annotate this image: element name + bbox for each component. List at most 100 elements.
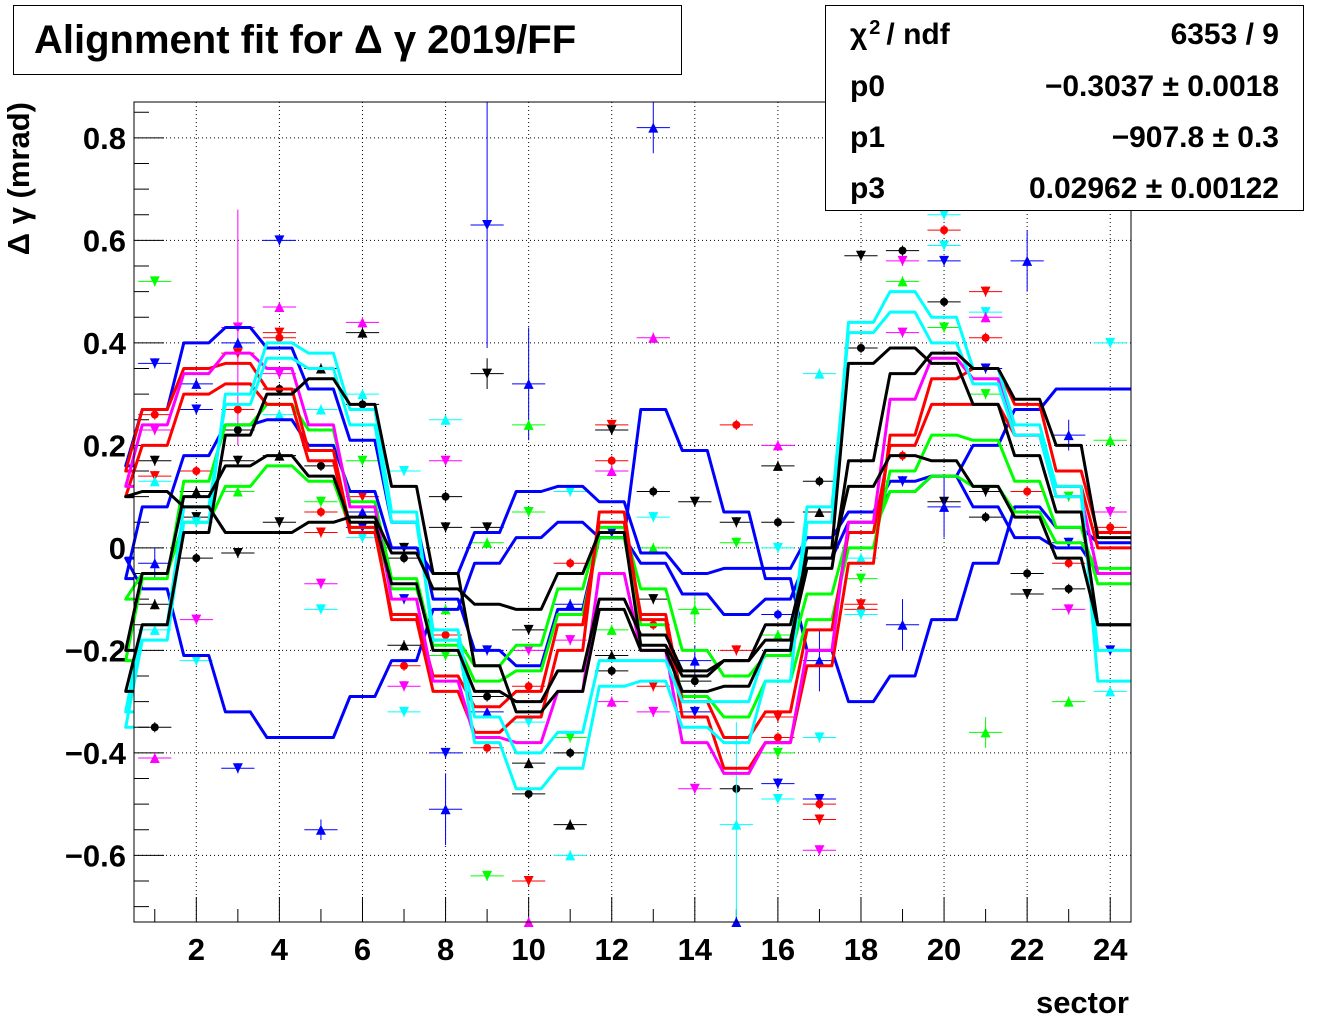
marker-triangle-up bbox=[814, 368, 825, 379]
data-point bbox=[927, 255, 961, 266]
data-point bbox=[345, 317, 380, 328]
data-point bbox=[802, 506, 837, 518]
data-point bbox=[470, 102, 504, 348]
marker-triangle-down bbox=[315, 496, 326, 507]
data-point bbox=[304, 404, 338, 415]
data-point bbox=[802, 845, 837, 856]
marker-circle bbox=[400, 661, 409, 670]
fit-curve bbox=[124, 346, 1131, 714]
marker-circle bbox=[233, 405, 242, 414]
data-point bbox=[968, 717, 1003, 748]
marker-triangle-down bbox=[772, 778, 783, 789]
x-tick-label: 16 bbox=[761, 932, 795, 967]
fit-curve bbox=[124, 361, 1131, 770]
marker-triangle-down bbox=[731, 645, 742, 656]
y-tick-labels: 0.8 0.6 0.4 0.2 0 −0.2 −0.4 −0.6 bbox=[65, 121, 127, 874]
marker-triangle-down bbox=[689, 783, 700, 794]
data-point bbox=[428, 491, 463, 502]
data-point bbox=[138, 276, 172, 287]
data-point bbox=[428, 414, 463, 425]
data-point bbox=[844, 342, 878, 354]
marker-triangle-down bbox=[440, 747, 451, 758]
marker-triangle-up bbox=[482, 706, 493, 717]
marker-triangle-down bbox=[855, 609, 866, 620]
marker-triangle-up bbox=[232, 486, 243, 497]
marker-triangle-down bbox=[1105, 507, 1116, 517]
data-point bbox=[1093, 435, 1127, 446]
fit-curve bbox=[124, 310, 1131, 755]
stats-key-p3: p3 bbox=[850, 172, 886, 205]
marker-triangle-up bbox=[731, 819, 742, 830]
data-point bbox=[802, 799, 837, 810]
data-point bbox=[512, 717, 546, 728]
data-point bbox=[179, 404, 213, 415]
marker-triangle-down bbox=[814, 814, 825, 825]
marker-triangle-up bbox=[315, 824, 326, 835]
marker-triangle-down bbox=[149, 455, 160, 466]
data-point bbox=[221, 424, 255, 436]
data-point bbox=[1052, 696, 1086, 707]
marker-triangle-up bbox=[357, 327, 368, 338]
x-tick-label: 24 bbox=[1093, 932, 1128, 967]
data-point bbox=[470, 358, 504, 389]
marker-triangle-down bbox=[648, 594, 659, 605]
marker-triangle-down bbox=[523, 507, 534, 517]
stats-key-p1: p1 bbox=[850, 121, 886, 154]
data-point bbox=[387, 553, 421, 564]
fit-curve bbox=[124, 454, 1131, 704]
data-point bbox=[262, 332, 297, 343]
marker-triangle-up bbox=[357, 317, 368, 328]
x-tick-label: 8 bbox=[437, 932, 454, 967]
marker-triangle-up bbox=[1105, 686, 1116, 697]
marker-triangle-down bbox=[149, 276, 160, 287]
data-point bbox=[802, 368, 837, 379]
marker-triangle-down bbox=[523, 645, 534, 656]
data-point bbox=[138, 752, 172, 764]
data-point bbox=[512, 788, 546, 799]
marker-triangle-down bbox=[523, 876, 534, 886]
data-point bbox=[595, 650, 629, 661]
marker-triangle-down bbox=[939, 209, 950, 220]
y-tick-label: −0.2 bbox=[65, 633, 126, 668]
x-tick-label: 2 bbox=[188, 932, 205, 967]
data-point bbox=[512, 681, 546, 692]
data-point bbox=[885, 276, 920, 287]
data-point bbox=[761, 747, 795, 758]
marker-triangle-down bbox=[357, 455, 368, 466]
data-point bbox=[428, 650, 463, 661]
marker-triangle-down bbox=[939, 255, 950, 266]
marker-circle bbox=[150, 410, 159, 419]
title-box: Alignment fit for Δ γ 2019/FF bbox=[13, 5, 682, 75]
data-point bbox=[678, 496, 712, 507]
data-point bbox=[885, 255, 920, 266]
marker-triangle-down bbox=[232, 455, 243, 466]
data-point bbox=[387, 706, 421, 717]
marker-triangle-up bbox=[1063, 696, 1074, 707]
data-point bbox=[262, 235, 297, 246]
marker-triangle-down bbox=[772, 794, 783, 804]
marker-circle bbox=[940, 226, 949, 235]
marker-triangle-down bbox=[814, 732, 825, 743]
marker-triangle-down bbox=[980, 486, 991, 497]
marker-circle bbox=[192, 554, 201, 563]
data-point bbox=[387, 465, 421, 477]
stats-value-p1: −907.8 ± 0.3 bbox=[1111, 121, 1279, 154]
data-point bbox=[595, 465, 629, 477]
data-point bbox=[719, 419, 753, 430]
marker-triangle-down bbox=[772, 747, 783, 758]
marker-triangle-up bbox=[440, 804, 451, 815]
data-point bbox=[512, 758, 546, 769]
data-point bbox=[1010, 588, 1044, 600]
data-point bbox=[1052, 604, 1086, 615]
data-point bbox=[719, 645, 753, 656]
data-point bbox=[636, 486, 670, 497]
fit-stats-box: χ 2/ ndf 6353 / 9 p0 −0.3037 ± 0.0018 p1 … bbox=[825, 5, 1304, 211]
marker-triangle-down bbox=[191, 404, 202, 415]
marker-triangle-up bbox=[606, 696, 617, 707]
marker-circle bbox=[275, 333, 284, 342]
marker-circle bbox=[192, 467, 201, 475]
data-point bbox=[345, 532, 380, 543]
marker-triangle-up bbox=[814, 655, 825, 666]
data-point bbox=[262, 301, 297, 313]
data-point bbox=[927, 209, 961, 220]
